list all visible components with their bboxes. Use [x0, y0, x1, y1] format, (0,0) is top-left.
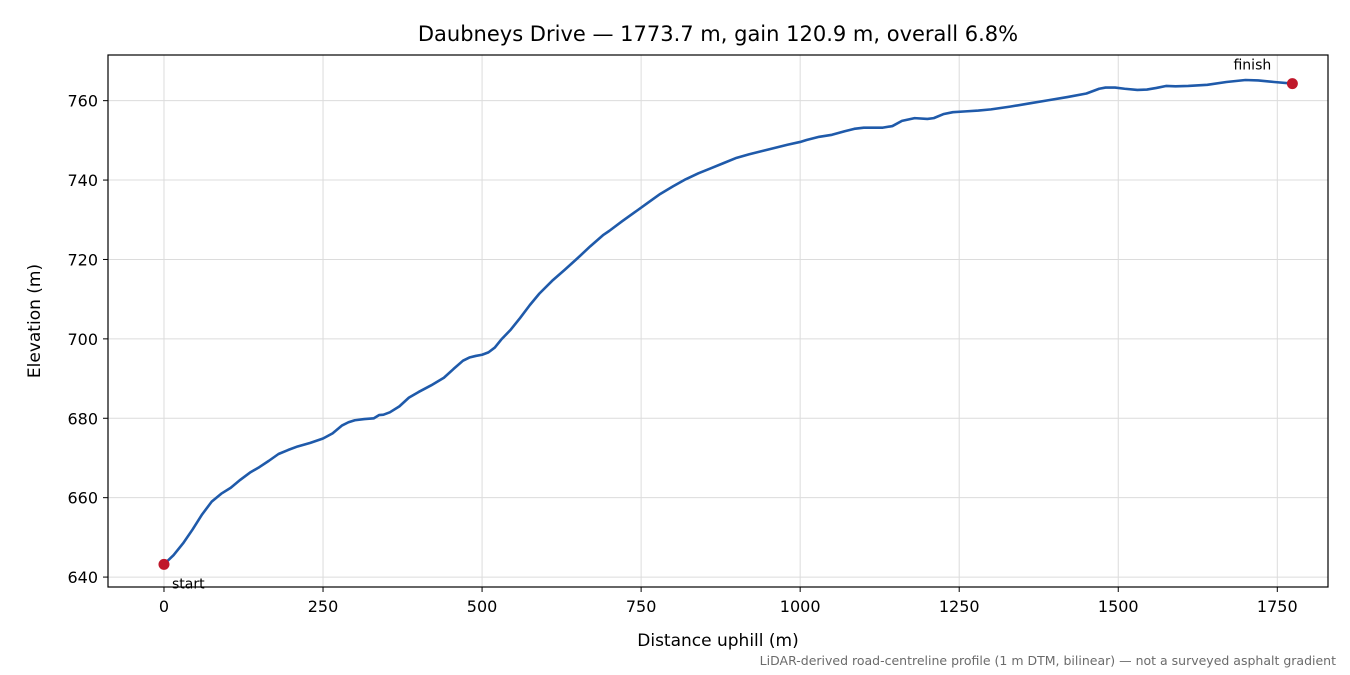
- y-tick-label: 660: [67, 489, 98, 508]
- plot-area-frame: [107, 54, 1329, 588]
- y-tick-label: 720: [67, 250, 98, 269]
- x-tick-label: 1750: [1257, 597, 1298, 616]
- y-tick-label: 680: [67, 409, 98, 428]
- x-axis-label: Distance uphill (m): [637, 631, 798, 651]
- y-tick-label: 700: [67, 330, 98, 349]
- plot-series: [162, 78, 1294, 566]
- elevation-line: [162, 78, 1294, 566]
- x-tick-label: 500: [467, 597, 498, 616]
- y-axis-label: Elevation (m): [25, 264, 45, 378]
- y-tick-label: 640: [67, 568, 98, 587]
- footnote: LiDAR-derived road-centreline profile (1…: [760, 653, 1336, 668]
- x-tick-label: 1000: [780, 597, 821, 616]
- axis-ticks: 0 250 500 750 1000 1250 1500 1750 640 660 680 700 72…: [67, 92, 1297, 616]
- finish-marker: [1286, 78, 1298, 90]
- grid-lines: [108, 55, 1328, 587]
- y-tick-label: 740: [67, 171, 98, 190]
- start-label: start: [172, 576, 205, 592]
- chart-title: Daubneys Drive — 1773.7 m, gain 120.9 m,…: [418, 22, 1018, 46]
- y-tick-label: 760: [67, 92, 98, 111]
- finish-label: finish: [1233, 58, 1271, 74]
- annotations: start finish: [158, 58, 1298, 592]
- x-tick-label: 750: [626, 597, 657, 616]
- x-tick-label: 1250: [939, 597, 980, 616]
- x-tick-label: 250: [308, 597, 339, 616]
- x-tick-label: 1500: [1098, 597, 1139, 616]
- x-tick-label: 0: [159, 597, 169, 616]
- start-marker: [158, 558, 170, 570]
